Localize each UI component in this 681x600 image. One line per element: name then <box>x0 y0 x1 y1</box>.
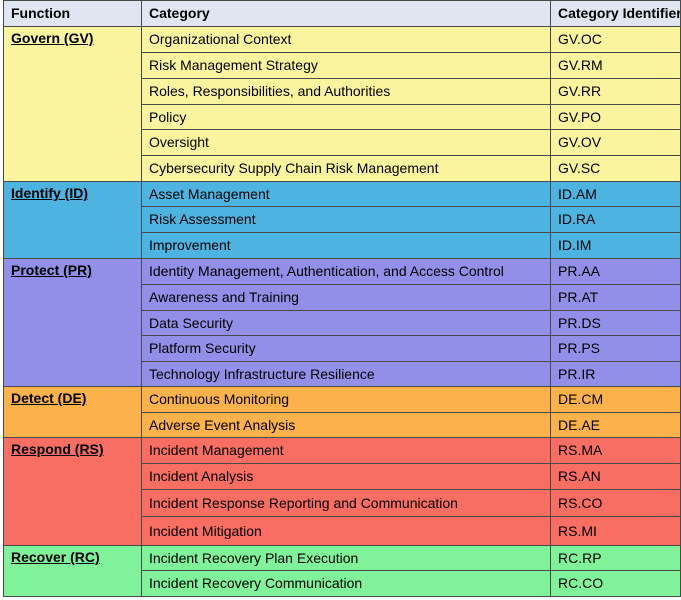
grid-line-horizontal <box>141 103 681 105</box>
grid-line-horizontal <box>141 128 681 130</box>
category-identifier-cell: RC.RP <box>550 545 681 570</box>
category-cell: Roles, Responsibilities, and Authorities <box>141 78 550 104</box>
grid-line-horizontal <box>3 436 681 438</box>
category-cell: Platform Security <box>141 335 550 361</box>
category-identifier-cell: PR.AA <box>550 258 681 284</box>
grid-line-horizontal <box>141 309 681 311</box>
category-cell: Incident Analysis <box>141 463 550 489</box>
grid-line-horizontal <box>3 385 681 387</box>
grid-line-horizontal <box>141 77 681 79</box>
category-cell: Data Security <box>141 310 550 335</box>
category-cell: Organizational Context <box>141 26 550 52</box>
grid-line-horizontal <box>3 595 681 597</box>
category-identifier-cell: GV.SC <box>550 155 681 181</box>
category-identifier-cell: RS.MI <box>550 516 681 545</box>
category-identifier-cell: PR.IR <box>550 361 681 386</box>
category-identifier-cell: GV.OC <box>550 26 681 52</box>
category-identifier-cell: DE.AE <box>550 412 681 437</box>
function-cell: Protect (PR) <box>3 258 141 386</box>
category-identifier-cell: GV.RM <box>550 52 681 78</box>
grid-line-horizontal <box>3 257 681 259</box>
category-identifier-cell: ID.IM <box>550 232 681 258</box>
grid-line-horizontal <box>3 25 681 27</box>
category-identifier-cell: ID.AM <box>550 181 681 206</box>
grid-line-vertical <box>141 0 142 596</box>
category-identifier-cell: GV.OV <box>550 129 681 155</box>
category-identifier-cell: RC.CO <box>550 570 681 596</box>
category-cell: Incident Mitigation <box>141 516 550 545</box>
header-category-identifier: Category Identifier <box>550 0 681 26</box>
category-cell: Risk Management Strategy <box>141 52 550 78</box>
grid-line-vertical <box>3 0 4 596</box>
grid-line-horizontal <box>141 569 681 571</box>
category-identifier-cell: PR.DS <box>550 310 681 335</box>
grid-line-vertical <box>550 0 551 596</box>
function-cell: Recover (RC) <box>3 545 141 596</box>
grid-line-horizontal <box>3 0 681 1</box>
category-cell: Oversight <box>141 129 550 155</box>
category-cell: Identity Management, Authentication, and… <box>141 258 550 284</box>
category-cell: Asset Management <box>141 181 550 206</box>
grid-line-horizontal <box>141 231 681 233</box>
category-cell: Policy <box>141 104 550 129</box>
grid-line-horizontal <box>141 462 681 464</box>
category-cell: Incident Recovery Communication <box>141 570 550 596</box>
grid-line-horizontal <box>141 515 681 517</box>
category-cell: Improvement <box>141 232 550 258</box>
grid-line-horizontal <box>141 154 681 156</box>
category-identifier-cell: DE.CM <box>550 386 681 412</box>
category-identifier-cell: RS.AN <box>550 463 681 489</box>
grid-line-horizontal <box>141 51 681 53</box>
grid-line-horizontal <box>141 334 681 336</box>
grid-line-horizontal <box>141 360 681 362</box>
grid-line-horizontal <box>3 544 681 546</box>
category-cell: Risk Assessment <box>141 206 550 232</box>
function-cell: Identify (ID) <box>3 181 141 258</box>
function-cell: Detect (DE) <box>3 386 141 437</box>
grid-line-horizontal <box>141 205 681 207</box>
header-function: Function <box>3 0 141 26</box>
category-cell: Incident Recovery Plan Execution <box>141 545 550 570</box>
function-cell: Respond (RS) <box>3 437 141 545</box>
category-identifier-cell: RS.CO <box>550 489 681 516</box>
category-cell: Adverse Event Analysis <box>141 412 550 437</box>
category-cell: Cybersecurity Supply Chain Risk Manageme… <box>141 155 550 181</box>
category-cell: Awareness and Training <box>141 284 550 310</box>
category-identifier-cell: PR.AT <box>550 284 681 310</box>
category-identifier-cell: GV.RR <box>550 78 681 104</box>
category-cell: Incident Management <box>141 437 550 463</box>
category-identifier-cell: RS.MA <box>550 437 681 463</box>
grid-line-horizontal <box>3 180 681 182</box>
function-cell: Govern (GV) <box>3 26 141 181</box>
category-cell: Incident Response Reporting and Communic… <box>141 489 550 516</box>
grid-line-horizontal <box>141 411 681 413</box>
category-identifier-cell: ID.RA <box>550 206 681 232</box>
header-category: Category <box>141 0 550 26</box>
category-identifier-cell: GV.PO <box>550 104 681 129</box>
category-cell: Technology Infrastructure Resilience <box>141 361 550 386</box>
category-cell: Continuous Monitoring <box>141 386 550 412</box>
category-identifier-cell: PR.PS <box>550 335 681 361</box>
grid-line-horizontal <box>141 488 681 490</box>
grid-line-horizontal <box>141 283 681 285</box>
